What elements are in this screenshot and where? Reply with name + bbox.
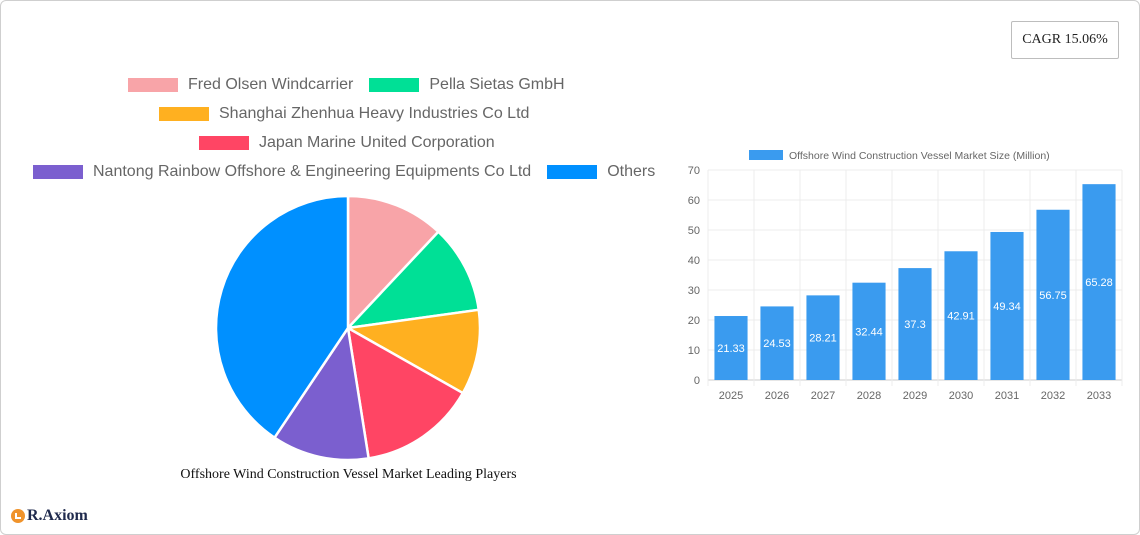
- bar-value-label: 56.75: [1039, 290, 1067, 302]
- bar[interactable]: [714, 316, 748, 380]
- bar[interactable]: [806, 295, 840, 380]
- pie-chart: [214, 194, 482, 462]
- cagr-text: CAGR 15.06%: [1022, 32, 1108, 47]
- legend-swatch: [33, 165, 83, 179]
- legend-label: Others: [607, 163, 656, 180]
- bar-value-label: 21.33: [717, 343, 745, 355]
- bar[interactable]: [852, 282, 886, 380]
- x-axis-tick: 2029: [903, 390, 927, 402]
- legend-label: Shanghai Zhenhua Heavy Industries Co Ltd: [219, 105, 530, 122]
- legend-swatch: [369, 78, 420, 92]
- y-axis-tick: 50: [688, 225, 700, 237]
- x-axis-tick: 2028: [857, 390, 881, 402]
- legend-item-shanghai-zhenhua[interactable]: Shanghai Zhenhua Heavy Industries Co Ltd: [159, 105, 529, 123]
- y-axis-tick: 70: [688, 165, 700, 177]
- bar-value-label: 32.44: [855, 326, 883, 338]
- legend-swatch: [199, 136, 249, 150]
- legend-swatch: [547, 165, 598, 179]
- x-axis-tick: 2030: [949, 390, 973, 402]
- logo-text: R.Axiom: [27, 507, 88, 524]
- x-axis-tick: 2027: [811, 390, 835, 402]
- legend-label: Pella Sietas GmbH: [429, 76, 565, 93]
- y-axis-tick: 20: [688, 315, 700, 327]
- x-axis-tick: 2025: [719, 390, 743, 402]
- bar[interactable]: [898, 268, 932, 380]
- pie-slice[interactable]: [214, 194, 350, 440]
- bar-value-label: 49.34: [993, 301, 1021, 313]
- cagr-badge: CAGR 15.06%: [1011, 21, 1119, 59]
- pie-legend-row-4: Nantong Rainbow Offshore & Engineering E…: [33, 163, 655, 181]
- bar[interactable]: [990, 231, 1024, 380]
- bar-value-label: 24.53: [763, 338, 791, 350]
- x-axis-tick: 2026: [765, 390, 789, 402]
- x-axis-tick: 2031: [995, 390, 1019, 402]
- y-axis-tick: 40: [688, 255, 700, 267]
- bar-value-label: 28.21: [809, 333, 837, 345]
- bar-legend-swatch[interactable]: [749, 150, 783, 160]
- y-axis-tick: 10: [688, 345, 700, 357]
- legend-item-others[interactable]: Others: [547, 163, 655, 181]
- legend-label: Fred Olsen Windcarrier: [188, 76, 354, 93]
- pie-slice[interactable]: [346, 325, 465, 460]
- pie-slice[interactable]: [346, 194, 441, 332]
- x-axis-tick: 2032: [1041, 390, 1065, 402]
- pie-chart-title: Offshore Wind Construction Vessel Market…: [180, 467, 517, 482]
- pie-slice[interactable]: [272, 324, 371, 462]
- bar-value-label: 37.3: [904, 319, 925, 331]
- y-axis-tick: 0: [694, 375, 700, 387]
- bar-legend-label: Offshore Wind Construction Vessel Market…: [789, 150, 1050, 162]
- bar[interactable]: [944, 251, 978, 380]
- legend-item-japan-marine[interactable]: Japan Marine United Corporation: [199, 134, 495, 152]
- bar-chart: Offshore Wind Construction Vessel Market…: [688, 150, 1123, 402]
- legend-swatch: [128, 78, 178, 92]
- pie-slice[interactable]: [344, 308, 482, 395]
- legend-item-pella-sietas[interactable]: Pella Sietas GmbH: [369, 76, 565, 94]
- pie-legend-row-2: Shanghai Zhenhua Heavy Industries Co Ltd: [159, 105, 529, 123]
- bar[interactable]: [760, 306, 794, 380]
- legend-label: Japan Marine United Corporation: [259, 134, 495, 151]
- pie-slice[interactable]: [344, 230, 481, 330]
- pie-legend-row-1: Fred Olsen Windcarrier Pella Sietas GmbH: [128, 76, 565, 94]
- legend-swatch: [159, 107, 209, 121]
- brand-logo: R.Axiom: [11, 507, 88, 525]
- pie-legend-row-3: Japan Marine United Corporation: [199, 134, 495, 152]
- legend-item-fred-olsen[interactable]: Fred Olsen Windcarrier: [128, 76, 353, 94]
- bar[interactable]: [1082, 184, 1116, 380]
- logo-icon: [11, 509, 25, 523]
- bar[interactable]: [1036, 209, 1070, 380]
- y-axis-tick: 60: [688, 195, 700, 207]
- x-axis-tick: 2033: [1087, 390, 1111, 402]
- y-axis-tick: 30: [688, 285, 700, 297]
- legend-label: Nantong Rainbow Offshore & Engineering E…: [93, 163, 532, 180]
- bar-value-label: 42.91: [947, 311, 975, 323]
- bar-value-label: 65.28: [1085, 277, 1113, 289]
- legend-item-nantong-rainbow[interactable]: Nantong Rainbow Offshore & Engineering E…: [33, 163, 531, 181]
